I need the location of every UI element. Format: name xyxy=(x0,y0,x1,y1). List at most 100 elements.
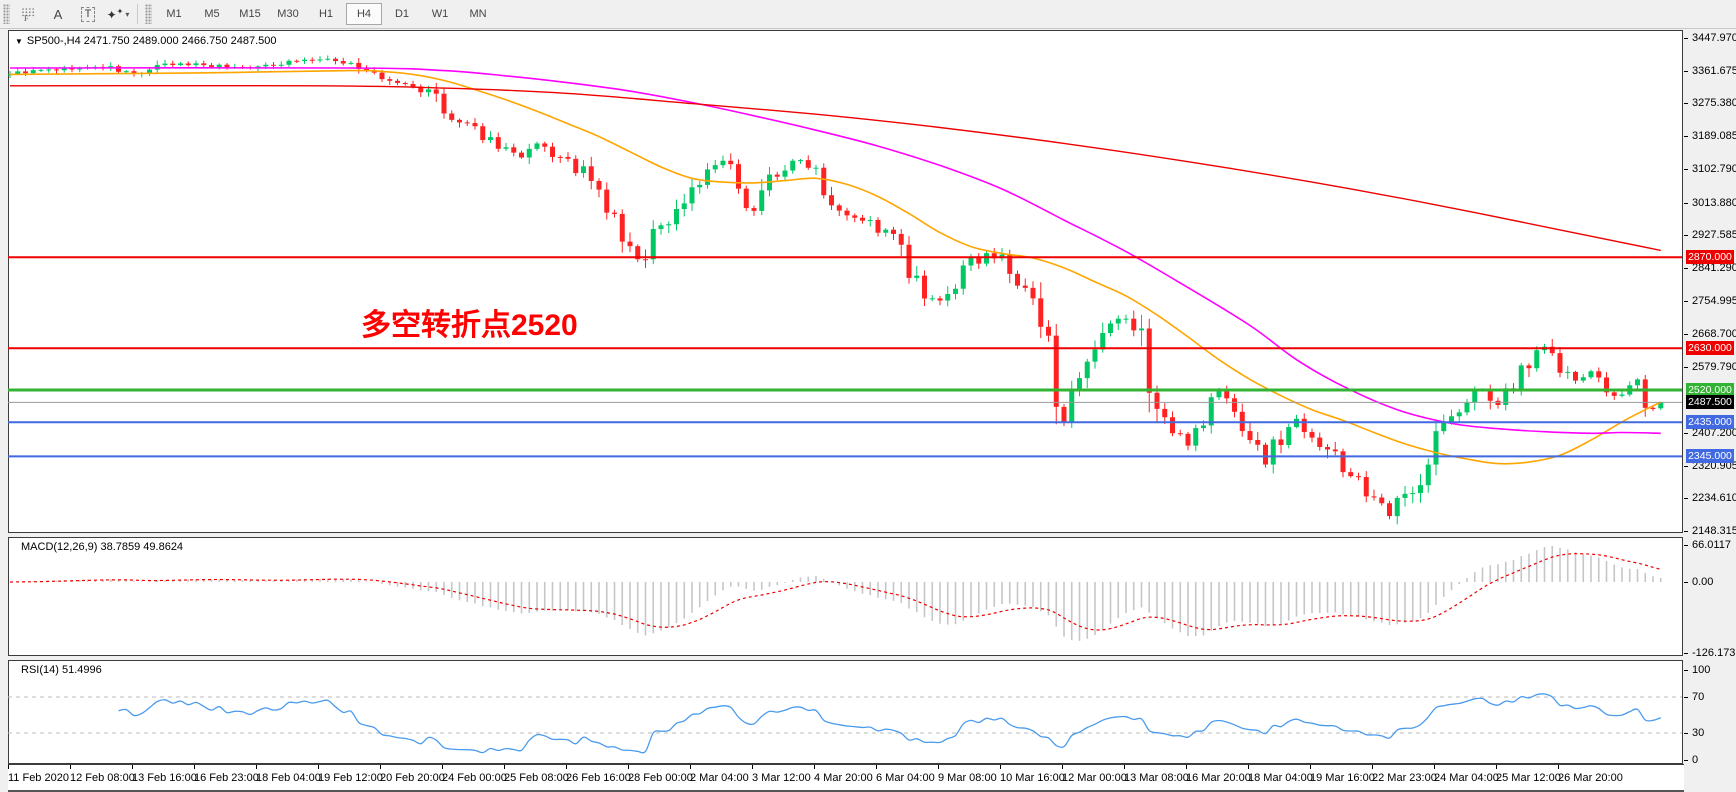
time-axis-label: 6 Mar 04:00 xyxy=(876,772,935,784)
symbol-dropdown-icon[interactable]: ▼ xyxy=(15,36,23,46)
price-axis-label: 100 xyxy=(1692,664,1711,676)
price-axis-label: 2668.700 xyxy=(1692,327,1736,340)
time-tick xyxy=(380,765,381,769)
panel-splitter[interactable] xyxy=(0,533,1736,537)
price-axis-label: 2148.315 xyxy=(1692,525,1736,537)
time-axis-label: 25 Feb 08:00 xyxy=(504,772,569,784)
price-axis-label: 66.0117 xyxy=(1692,538,1731,551)
price-badge-2487.500: 2487.500 xyxy=(1686,395,1734,410)
time-axis[interactable]: 11 Feb 2020 12 Feb 08:00 13 Feb 16:00 16 Fe… xyxy=(8,764,1684,792)
rsi-panel[interactable]: RSI(14) 51.4996 xyxy=(8,660,1683,764)
axis-tick xyxy=(1684,465,1688,467)
time-axis-label: 18 Feb 04:00 xyxy=(256,772,321,784)
chart-text-annotation[interactable]: 多空转折点2520 xyxy=(361,309,578,342)
axis-tick xyxy=(1684,544,1688,546)
toolbar-drag-handle[interactable] xyxy=(145,4,152,24)
price-axis[interactable]: 3447.970 3361.675 3275.380 3189.085 3102.790… xyxy=(1684,30,1736,766)
macd-panel[interactable]: MACD(12,26,9) 38.7859 49.8624 xyxy=(8,537,1683,656)
time-axis-label: 16 Mar 20:00 xyxy=(1186,772,1251,784)
text-annotation-icon: A xyxy=(53,6,63,22)
time-axis-label: 3 Mar 12:00 xyxy=(752,772,811,784)
timeframe-button-d1[interactable]: D1 xyxy=(394,8,410,20)
price-axis-label: 3275.380 xyxy=(1692,97,1736,110)
svg-text:F: F xyxy=(24,14,29,22)
time-axis-label: 16 Feb 23:00 xyxy=(194,772,259,784)
time-axis-label: 25 Mar 12:00 xyxy=(1496,772,1561,784)
time-tick xyxy=(1310,765,1311,769)
axis-tick xyxy=(1684,168,1688,170)
text-annotation-button[interactable]: A xyxy=(45,2,71,26)
time-axis-label: 9 Mar 08:00 xyxy=(938,772,997,784)
rsi-label: RSI(14) 51.4996 xyxy=(21,664,102,676)
timeframe-button-mn[interactable]: MN xyxy=(469,8,487,20)
time-tick xyxy=(132,765,133,769)
time-tick xyxy=(1372,765,1373,769)
timeframe-button-h1[interactable]: H1 xyxy=(318,8,334,20)
axis-tick xyxy=(1684,268,1688,270)
price-axis-label: 2754.995 xyxy=(1692,294,1736,307)
time-axis-label: 26 Mar 20:00 xyxy=(1558,772,1623,784)
timeframe-button-m30[interactable]: M30 xyxy=(277,8,299,20)
time-axis-label: 19 Feb 12:00 xyxy=(318,772,383,784)
axis-tick xyxy=(1684,670,1688,671)
timeframe-button-m1[interactable]: M1 xyxy=(166,8,182,20)
time-axis-label: 2 Mar 04:00 xyxy=(690,772,749,784)
time-tick xyxy=(8,765,9,769)
price-axis-label: 0.00 xyxy=(1692,576,1714,588)
macd-label: MACD(12,26,9) 38.7859 49.8624 xyxy=(21,541,184,553)
time-axis-label: 12 Feb 08:00 xyxy=(70,772,135,784)
time-axis-label: 13 Feb 16:00 xyxy=(132,772,197,784)
price-axis-label: 2234.610 xyxy=(1692,492,1736,505)
time-tick xyxy=(194,765,195,769)
timeframe-button-w1[interactable]: W1 xyxy=(431,8,449,20)
price-axis-label: 2407.200 xyxy=(1692,426,1736,439)
time-tick xyxy=(256,765,257,769)
axis-tick xyxy=(1684,202,1688,204)
time-tick xyxy=(690,765,691,769)
axis-tick xyxy=(1684,697,1688,698)
axis-tick xyxy=(1684,531,1688,532)
price-badge-2630.000: 2630.000 xyxy=(1686,341,1734,356)
ma-mid-line[interactable] xyxy=(9,66,1661,435)
timeframe-button-m5[interactable]: M5 xyxy=(204,8,220,20)
axis-tick xyxy=(1684,70,1688,72)
grid-f-icon: F xyxy=(22,8,34,22)
toolbar-drag-handle[interactable] xyxy=(3,4,10,24)
time-axis-label: 26 Feb 16:00 xyxy=(566,772,631,784)
time-tick xyxy=(442,765,443,769)
price-axis-label: 70 xyxy=(1692,691,1705,703)
rsi-line xyxy=(118,693,1662,754)
time-tick xyxy=(1434,765,1435,769)
time-tick xyxy=(1062,765,1063,769)
timeframe-button-h4[interactable]: H4 xyxy=(346,3,382,25)
toolbar-separator xyxy=(137,4,138,24)
main-chart-panel[interactable]: ▼ SP500-,H4 2471.750 2489.000 2466.750 2… xyxy=(8,30,1683,533)
axis-tick xyxy=(1684,103,1688,105)
time-tick xyxy=(628,765,629,769)
price-badge-2520.000: 2520.000 xyxy=(1686,383,1734,397)
axis-tick xyxy=(1684,498,1688,500)
timeframe-button-m15[interactable]: M15 xyxy=(239,8,261,20)
price-axis-label: 2841.290 xyxy=(1692,262,1736,275)
time-tick xyxy=(318,765,319,769)
time-axis-label: 13 Mar 08:00 xyxy=(1124,772,1189,784)
grid-f-button[interactable]: F xyxy=(15,2,41,26)
time-axis-label: 12 Mar 00:00 xyxy=(1062,772,1127,784)
style-brush-button[interactable]: ✦✦ ▾ xyxy=(105,2,131,26)
time-axis-label: 11 Feb 2020 xyxy=(8,772,69,784)
time-tick xyxy=(814,765,815,769)
ma-fast-line[interactable] xyxy=(9,69,1662,465)
toolbar: F A T ✦✦ ▾ M1 M5 M15 M30 H1 H4 D1 W1 MN xyxy=(0,0,1736,29)
textbox-tool-button[interactable]: T xyxy=(75,2,101,26)
axis-tick xyxy=(1684,582,1688,583)
price-axis-label: 3189.085 xyxy=(1692,130,1736,143)
price-axis-label: 0 xyxy=(1692,754,1699,766)
price-axis-label: 2579.790 xyxy=(1692,361,1736,374)
time-tick xyxy=(70,765,71,769)
axis-tick xyxy=(1684,333,1688,335)
panel-splitter[interactable] xyxy=(0,656,1736,660)
ma-slow-line[interactable] xyxy=(9,84,1661,252)
price-badge-2345.000: 2345.000 xyxy=(1686,449,1734,464)
time-axis-label: 28 Feb 00:00 xyxy=(628,772,693,784)
